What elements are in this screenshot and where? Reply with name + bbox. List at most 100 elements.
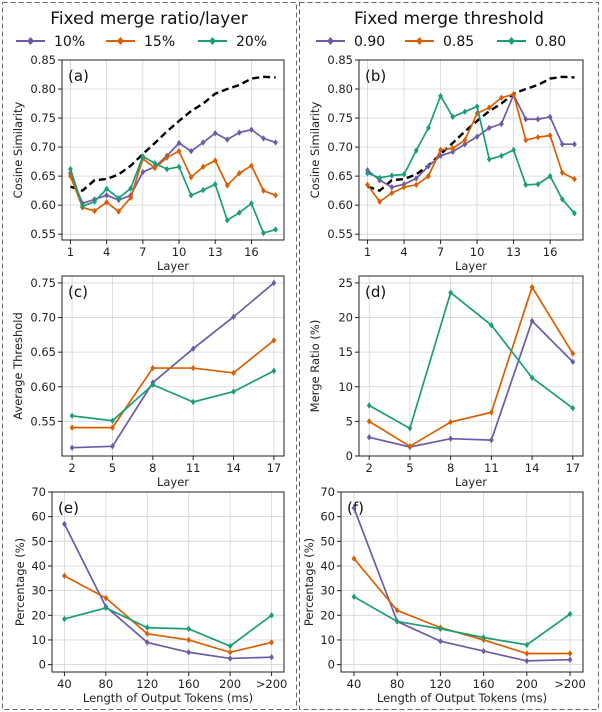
series-point <box>190 364 196 372</box>
x-tick-label: 2 <box>366 461 373 475</box>
series-point <box>448 435 454 442</box>
plot-frame <box>340 491 584 673</box>
series-point <box>413 147 419 154</box>
series-point <box>269 654 274 661</box>
series-point <box>413 175 419 182</box>
series-line <box>71 370 275 422</box>
series-line <box>64 575 272 654</box>
y-tick-label: 0.75 <box>30 276 56 290</box>
series-point <box>425 172 431 180</box>
plot-frame <box>61 275 285 457</box>
series-point <box>164 154 170 161</box>
legend-label-10pct: 10% <box>54 34 85 50</box>
series-point <box>188 174 194 181</box>
series-point <box>450 145 456 152</box>
series-point <box>366 402 372 409</box>
series-point <box>80 203 85 210</box>
y-tick-label: 10 <box>320 633 335 647</box>
series-point <box>144 639 150 646</box>
y-tick-label: 5 <box>346 414 353 428</box>
series-point <box>535 116 541 123</box>
series-point <box>104 192 110 199</box>
series-line <box>353 596 571 646</box>
series-point <box>231 313 236 321</box>
series-point <box>150 364 156 372</box>
y-tick-label: 0.55 <box>327 227 353 241</box>
x-tick-label: 8 <box>447 461 454 475</box>
y-tick-label: 0 <box>39 658 46 672</box>
series-point <box>273 226 278 233</box>
series-point <box>188 147 194 155</box>
x-tick-label: 8 <box>149 461 156 475</box>
series-point <box>450 148 456 155</box>
series-point <box>351 504 357 512</box>
x-axis-label: Layer <box>157 475 189 489</box>
x-tick-label: 10 <box>172 245 187 259</box>
series-point <box>69 424 75 431</box>
x-tick-label: 2 <box>68 461 75 475</box>
series-point <box>567 650 573 657</box>
series-point <box>407 443 413 450</box>
legend-marker-090 <box>327 37 334 45</box>
series-point <box>377 174 383 182</box>
series-point <box>570 405 576 412</box>
x-tick-label: 17 <box>267 461 282 475</box>
series-point <box>190 345 196 352</box>
x-tick-label: 200 <box>219 677 241 691</box>
x-tick-label: 160 <box>473 677 495 691</box>
series-point <box>212 129 218 137</box>
series-point <box>570 358 576 366</box>
x-axis-label: Layer <box>455 259 487 273</box>
baseline-line <box>70 75 276 193</box>
y-axis-label: Percentage (%) <box>13 538 27 626</box>
x-tick-label: 13 <box>506 245 521 259</box>
series-point <box>273 192 278 199</box>
series-point <box>462 140 468 148</box>
series-point <box>186 636 192 644</box>
series-point <box>529 317 535 325</box>
series-line <box>72 282 275 449</box>
series-point <box>365 181 370 189</box>
series-point <box>176 163 182 171</box>
series-point <box>92 207 97 215</box>
legend-label-20pct: 20% <box>236 34 267 50</box>
series-line <box>368 285 574 448</box>
series-point <box>351 593 357 600</box>
series-point <box>128 194 134 201</box>
right-column-title: Fixed merge threshold <box>354 9 544 29</box>
series-point <box>559 196 565 203</box>
series-point <box>437 637 443 645</box>
x-tick-label: 1 <box>364 245 371 259</box>
plot-frame <box>358 59 584 241</box>
series-point <box>144 624 150 631</box>
x-tick-label: 4 <box>400 245 407 259</box>
series-point <box>425 124 431 132</box>
series-point <box>176 139 182 147</box>
series-line <box>72 339 275 429</box>
x-tick-label: 17 <box>565 461 580 475</box>
series-line <box>63 523 272 660</box>
x-tick-label: 16 <box>543 245 558 259</box>
series-point <box>486 104 492 111</box>
series-point <box>164 165 170 173</box>
series-point <box>462 136 468 144</box>
series-point <box>389 183 395 191</box>
legend-label-080: 0.80 <box>535 34 566 50</box>
y-tick-label: 0.70 <box>30 311 56 325</box>
series-point <box>140 168 146 176</box>
y-tick-label: 0.70 <box>327 140 353 154</box>
series-point <box>407 425 413 432</box>
y-tick-label: 0.65 <box>30 345 56 359</box>
x-tick-label: 14 <box>226 461 241 475</box>
y-tick-label: 10 <box>338 380 353 394</box>
series-point <box>401 171 407 178</box>
series-point <box>186 649 192 656</box>
series-point <box>103 594 109 602</box>
y-tick-label: 60 <box>31 510 46 524</box>
plot-frame <box>358 275 584 457</box>
legend-marker-085 <box>416 37 423 45</box>
y-tick-label: 0.75 <box>327 111 353 125</box>
series-point <box>271 367 277 375</box>
y-tick-label: 50 <box>320 534 335 548</box>
series-point <box>62 615 67 623</box>
